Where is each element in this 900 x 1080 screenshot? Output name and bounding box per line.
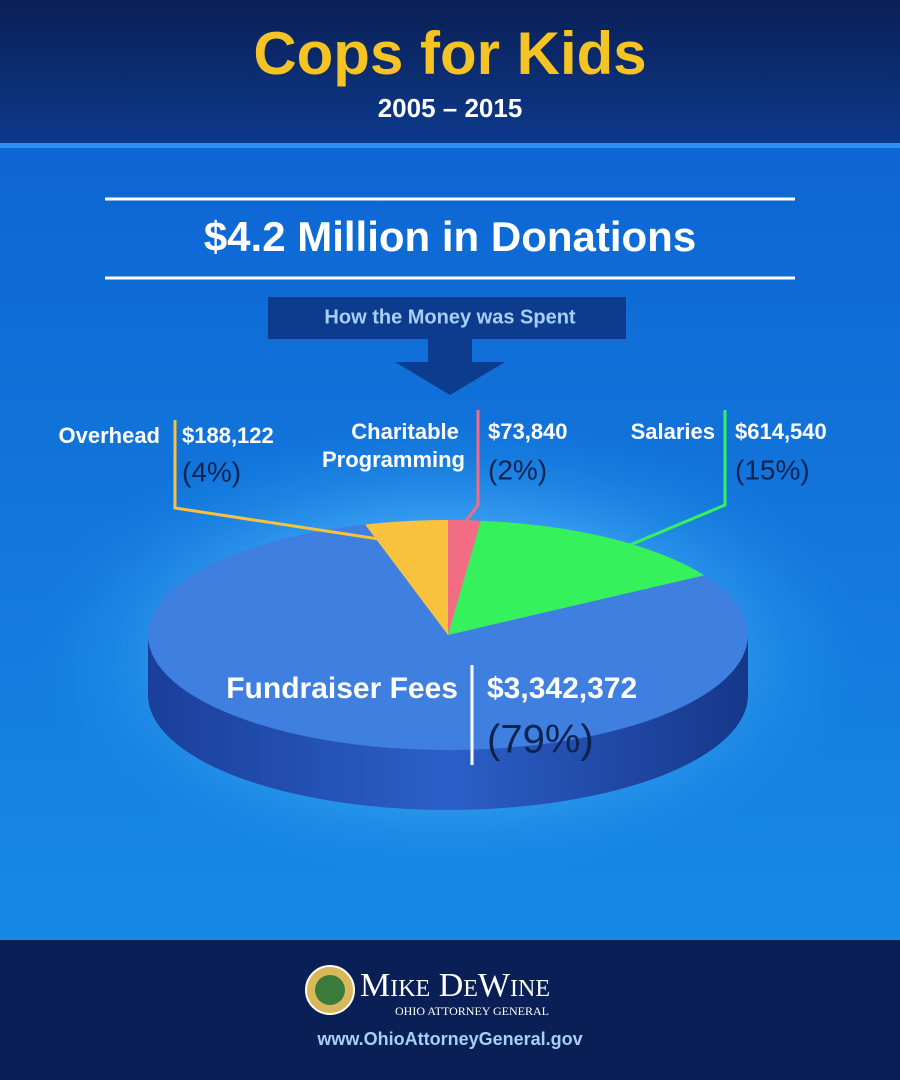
- pie-labels: Overhead $188,122 (4%) Charitable Programmi…: [59, 410, 827, 765]
- leader-line: [461, 410, 480, 526]
- leader-line: [173, 420, 386, 542]
- header-stripe: [0, 143, 900, 148]
- value-label: $3,342,372: [487, 672, 637, 705]
- percent-label: (79%): [487, 718, 594, 762]
- footer-band: [0, 940, 900, 1080]
- caption-box: [268, 297, 626, 339]
- pie-slice: [448, 520, 705, 635]
- category-label: Salaries: [631, 419, 715, 444]
- percent-label: (2%): [488, 454, 547, 485]
- header-band: [0, 0, 900, 145]
- pie-slice: [365, 520, 448, 635]
- pie-slice: [148, 524, 749, 750]
- footer-url[interactable]: www.OhioAttorneyGeneral.gov: [316, 1029, 582, 1049]
- headline: $4.2 Million in Donations: [204, 213, 696, 260]
- leader-line: [629, 410, 727, 547]
- title: Cops for Kids: [253, 20, 646, 87]
- pie: [148, 520, 749, 750]
- seal-center: [315, 975, 345, 1005]
- footer-office: OHIO ATTORNEY GENERAL: [395, 1004, 549, 1018]
- percent-label: (15%): [735, 454, 810, 485]
- subtitle: 2005 – 2015: [378, 93, 523, 123]
- category-label: Charitable Programming: [322, 419, 465, 472]
- pie-slice: [448, 520, 481, 635]
- percent-label: (4%): [182, 456, 241, 487]
- value-label: $188,122: [182, 423, 274, 448]
- value-label: $73,840: [488, 419, 568, 444]
- category-label: Fundraiser Fees: [226, 672, 458, 705]
- value-label: $614,540: [735, 419, 827, 444]
- footer-name: Mike DeWine: [360, 967, 550, 1004]
- down-arrow: [395, 339, 505, 395]
- category-label: Overhead: [59, 423, 161, 448]
- caption: How the Money was Spent: [324, 306, 575, 328]
